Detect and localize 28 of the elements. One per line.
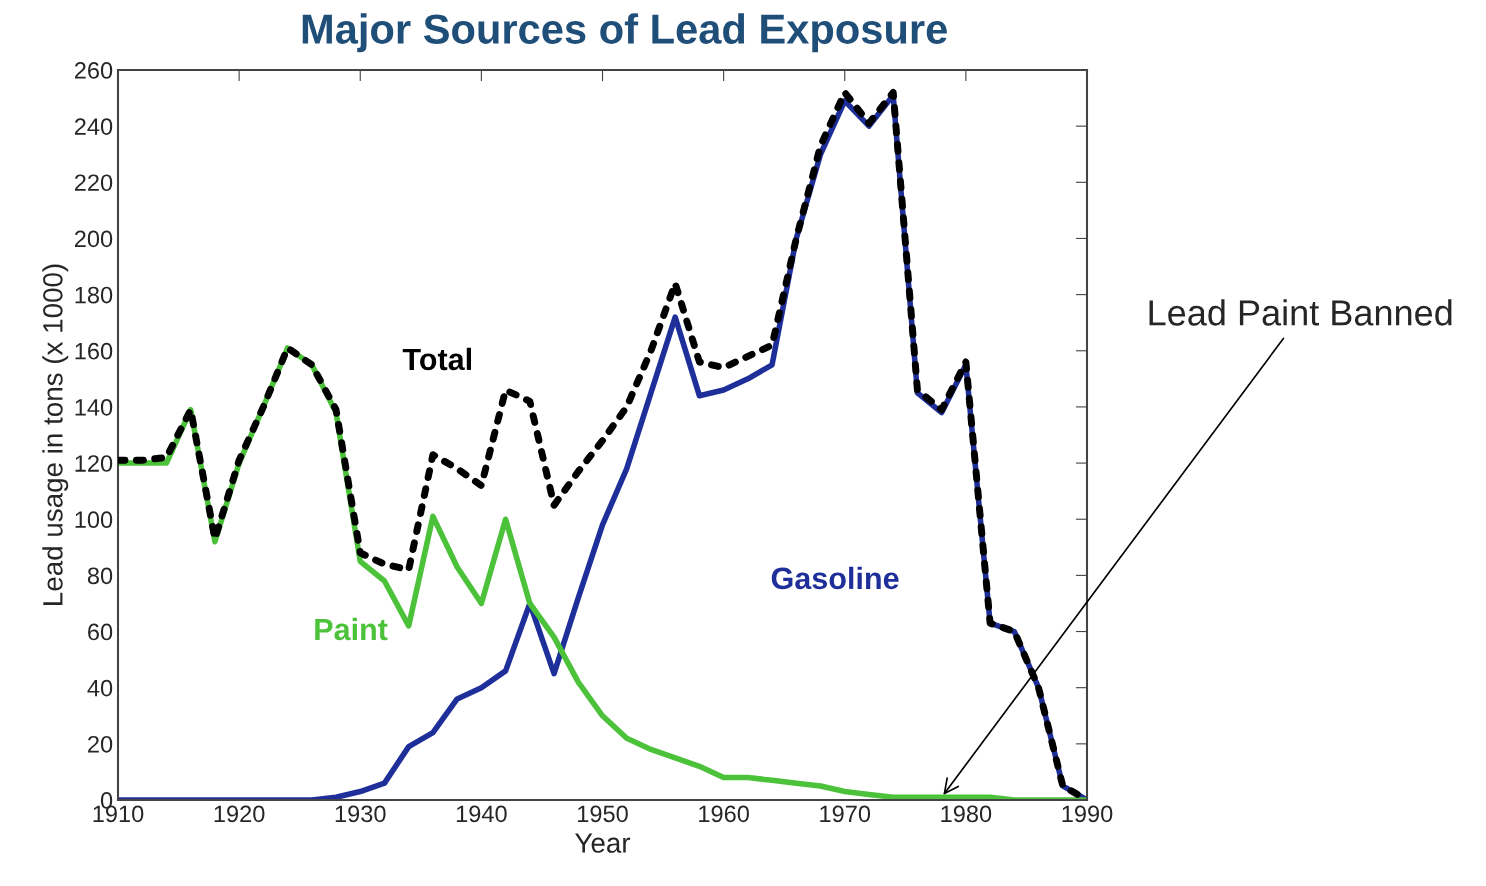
x-tick-label: 1990	[1062, 805, 1113, 823]
x-tick-label: 1940	[456, 805, 507, 823]
series-label: Total	[402, 347, 471, 371]
x-tick-label: 1950	[578, 805, 628, 823]
x-tick-label: 1930	[335, 805, 386, 823]
y-tick-label: 160	[75, 342, 113, 360]
chart-title: Major Sources of Lead Exposure	[302, 13, 947, 53]
y-tick-label: 260	[74, 62, 113, 79]
x-tick-label: 1980	[941, 805, 992, 823]
y-tick-label: 80	[87, 567, 113, 585]
y-tick-label: 100	[75, 511, 113, 529]
text: Gasoline	[771, 566, 899, 590]
y-axis-title: Lead usage in tons (x 1000)	[42, 264, 69, 605]
y-tick-label: 180	[75, 286, 113, 304]
y-tick-label: 140	[75, 398, 113, 416]
x-tick-label: 1920	[214, 805, 265, 823]
x-axis-title: Year	[575, 833, 631, 853]
x-tick-label: 1970	[820, 805, 871, 823]
x-tick-label: 1960	[699, 805, 749, 823]
y-tick-label: 220	[74, 174, 113, 192]
y-tick-label: 20	[88, 735, 113, 753]
y-tick-label: 120	[75, 455, 113, 472]
y-tick-label: 40	[87, 679, 113, 697]
y-tick-label: 200	[74, 230, 113, 248]
series-label: Paint	[315, 617, 388, 641]
y-tick-label: 60	[88, 623, 113, 641]
y-tick-label: 240	[74, 118, 113, 135]
annotation: Lead Paint Banned	[1149, 299, 1452, 326]
